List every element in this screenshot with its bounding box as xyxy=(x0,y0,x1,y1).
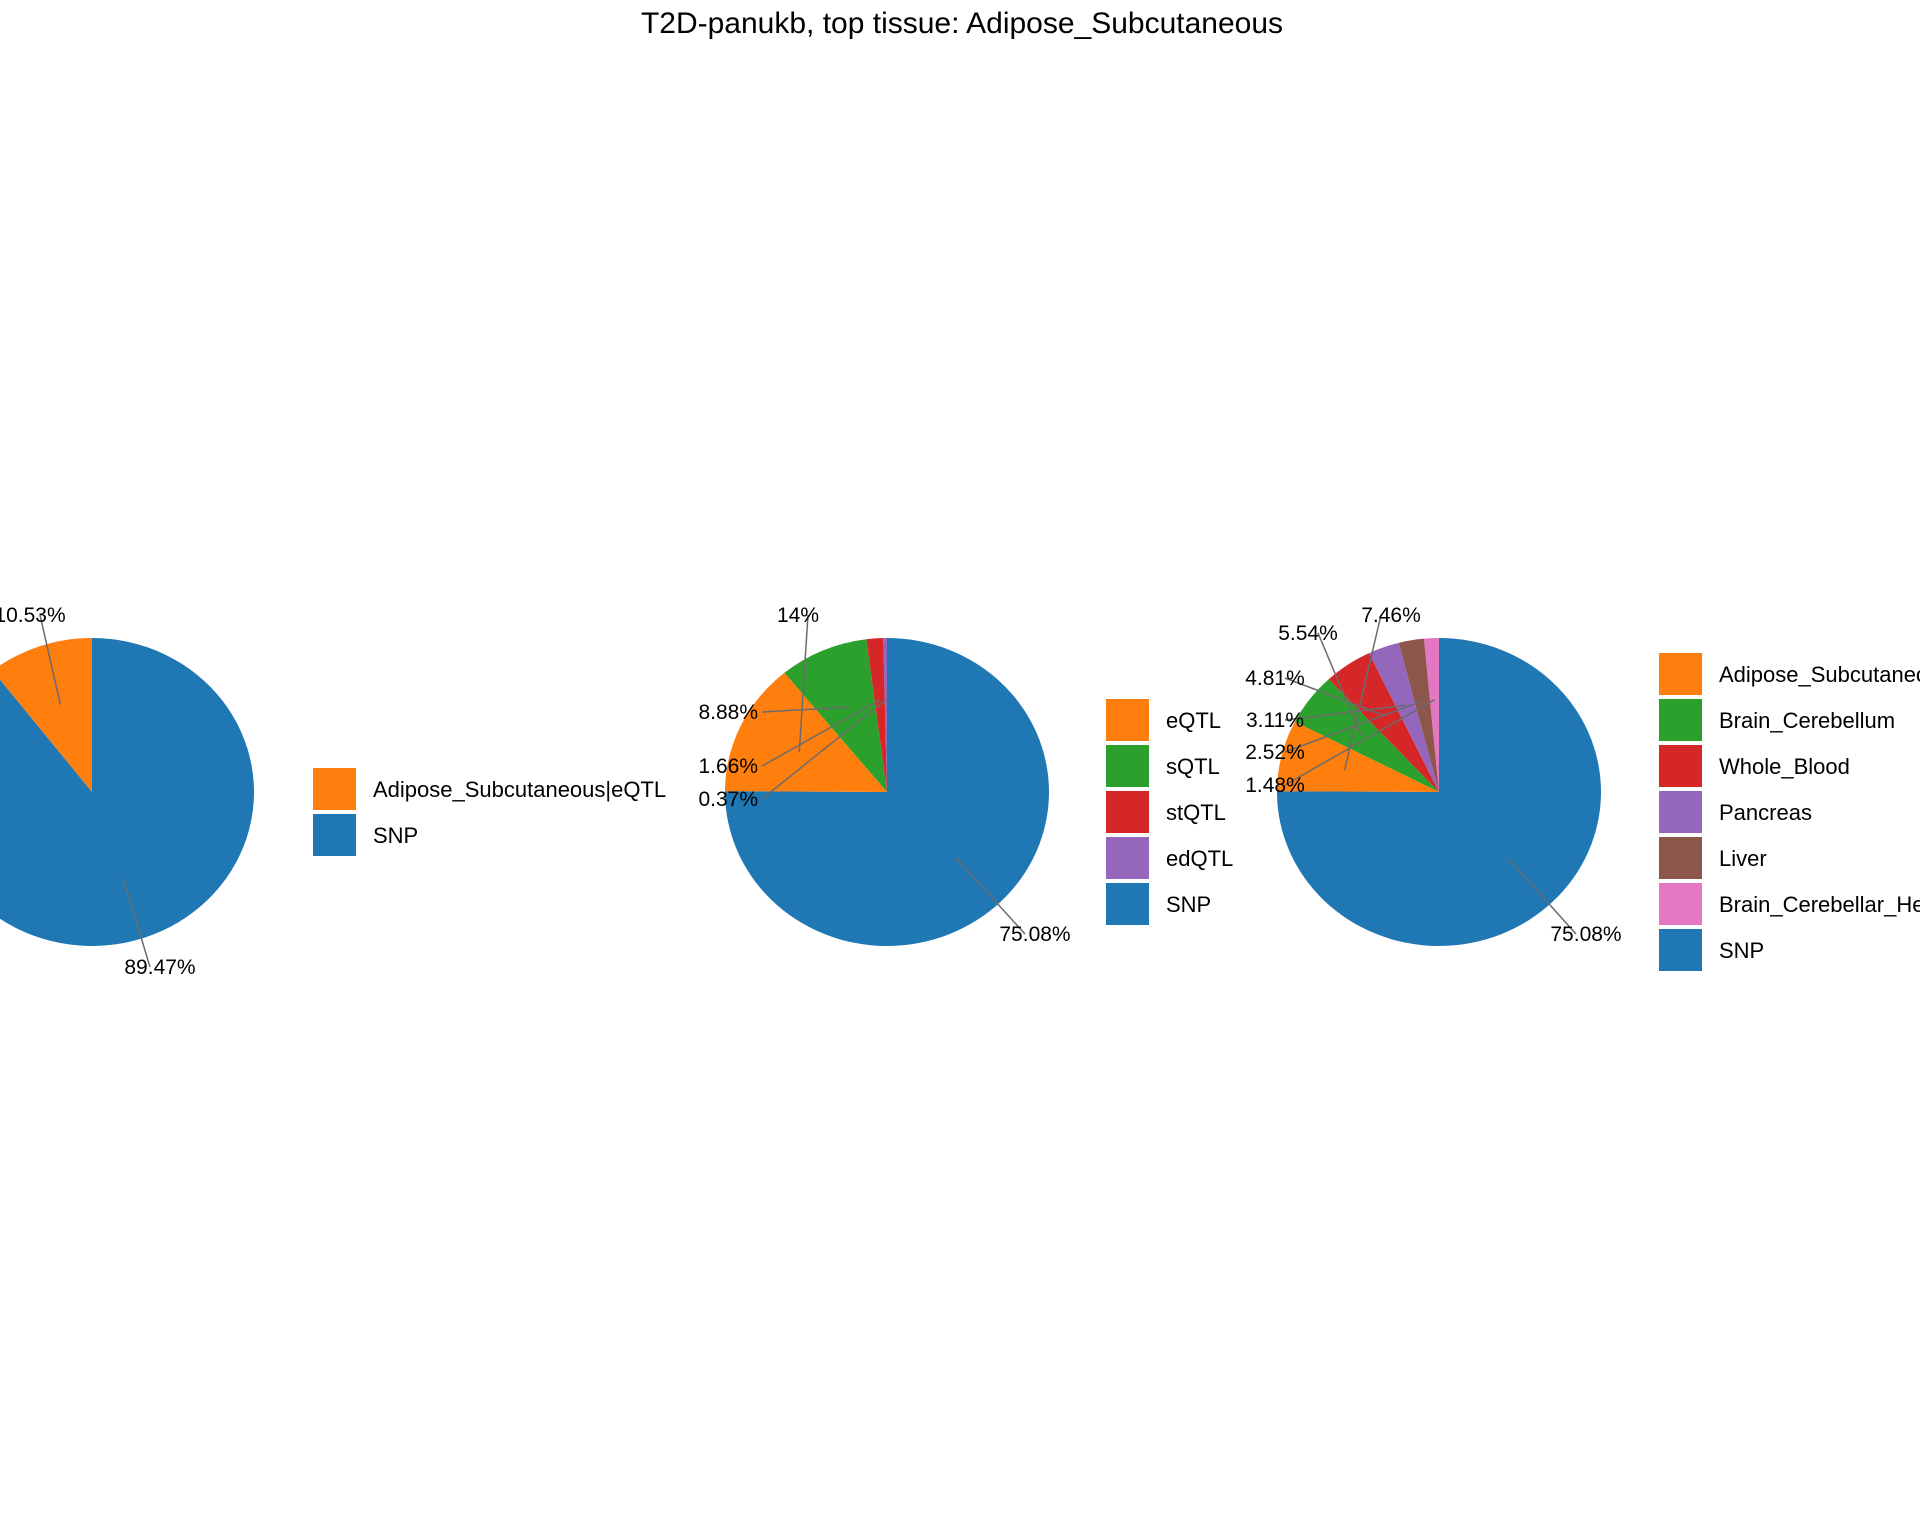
leader-line xyxy=(761,699,887,800)
leader-line xyxy=(1284,699,1435,786)
leader-line xyxy=(1284,704,1406,721)
pie-slice-snp xyxy=(724,638,1049,946)
legend-swatch xyxy=(1106,883,1149,925)
percent-label: 0.37% xyxy=(698,788,758,811)
legend-label: SNP xyxy=(1719,938,1764,963)
percent-label: 7.46% xyxy=(1361,604,1421,627)
pie-slice-brain-cerebellar-hemisphere xyxy=(1423,638,1439,792)
leader-line xyxy=(39,614,62,705)
legend-label: Pancreas xyxy=(1719,800,1812,825)
pie-slice-edqtl xyxy=(883,638,887,792)
legend-label: Whole_Blood xyxy=(1719,754,1850,779)
legend-swatch xyxy=(313,768,356,810)
legend-swatch xyxy=(1106,699,1149,741)
legend-swatch xyxy=(1659,883,1702,925)
percent-label: 10.53% xyxy=(0,604,66,627)
legend-swatch xyxy=(1659,929,1702,971)
pie-chart-1: 10.53% 89.47% Adipose_Subcutaneous|eQTL SNP xyxy=(0,604,666,979)
leader-line xyxy=(1343,614,1382,771)
pie-slice-snp xyxy=(1276,638,1601,946)
percent-label: 14% xyxy=(777,604,819,627)
leader-line xyxy=(798,614,809,753)
pie-slice-eqtl xyxy=(725,672,887,792)
legend-swatch xyxy=(313,814,356,856)
pie-slice-liver xyxy=(1398,638,1439,792)
chart-title: T2D-panukb, top tissue: Adipose_Subcutan… xyxy=(641,7,1283,40)
legend-swatch xyxy=(1106,745,1149,787)
legend-label: Adipose_Subcutaneous xyxy=(1719,662,1920,687)
leader-line xyxy=(761,706,849,713)
legend-label: stQTL xyxy=(1166,800,1226,825)
legend-swatch xyxy=(1659,653,1702,695)
legend-1: Adipose_Subcutaneous|eQTL SNP xyxy=(313,768,666,856)
legend-label: Brain_Cerebellum xyxy=(1719,708,1895,733)
leader-line xyxy=(122,879,151,968)
legend-swatch xyxy=(1106,791,1149,833)
legend-2: eQTL sQTL stQTL edQTL SNP xyxy=(1106,699,1233,925)
legend-label: eQTL xyxy=(1166,708,1221,733)
legend-label: Adipose_Subcutaneous|eQTL xyxy=(373,777,666,802)
legend-label: Brain_Cerebellar_Hemisphere xyxy=(1719,892,1920,917)
pie-chart-2: 14% 8.88% 1.66% 0.37% 75.08% eQTL sQTL stQTL edQ… xyxy=(698,604,1233,946)
percent-label: 89.47% xyxy=(124,956,195,979)
legend-label: SNP xyxy=(373,823,418,848)
percent-label: 5.54% xyxy=(1278,622,1338,645)
percent-label: 75.08% xyxy=(999,923,1070,946)
pie-slice-snp xyxy=(0,638,254,946)
legend-label: edQTL xyxy=(1166,846,1233,871)
legend-swatch xyxy=(1106,837,1149,879)
leader-line xyxy=(1317,632,1363,737)
legend-label: SNP xyxy=(1166,892,1211,917)
percent-label: 75.08% xyxy=(1550,923,1621,946)
leader-line xyxy=(954,856,1026,935)
percent-label: 8.88% xyxy=(698,701,758,724)
legend-swatch xyxy=(1659,791,1702,833)
pie-slice-whole-blood xyxy=(1328,653,1439,792)
legend-swatch xyxy=(1659,699,1702,741)
pie-slice-sqtl xyxy=(784,639,887,792)
pie-slice-brain-cerebellum xyxy=(1294,679,1439,792)
leader-line xyxy=(761,699,881,767)
percent-label: 3.11% xyxy=(1246,709,1304,732)
pie-slice-adipose-subcutaneous-eqtl xyxy=(0,638,92,792)
legend-label: Liver xyxy=(1719,846,1767,871)
percent-label: 1.48% xyxy=(1245,774,1305,797)
leader-line xyxy=(1284,700,1423,753)
percent-label: 2.52% xyxy=(1245,741,1305,764)
leader-line xyxy=(1507,857,1577,935)
legend-swatch xyxy=(1659,837,1702,879)
legend-label: sQTL xyxy=(1166,754,1220,779)
pie-slice-stqtl xyxy=(866,638,887,792)
percent-label: 1.66% xyxy=(698,755,758,778)
percent-label: 4.81% xyxy=(1245,667,1305,690)
legend-swatch xyxy=(1659,745,1702,787)
legend-3: Adipose_Subcutaneous Brain_Cerebellum Whol… xyxy=(1659,653,1920,971)
pie-chart-3: 7.46% 5.54% 4.81% 3.11% 2.52% 1.48% 75.08% Adip… xyxy=(1245,604,1920,971)
